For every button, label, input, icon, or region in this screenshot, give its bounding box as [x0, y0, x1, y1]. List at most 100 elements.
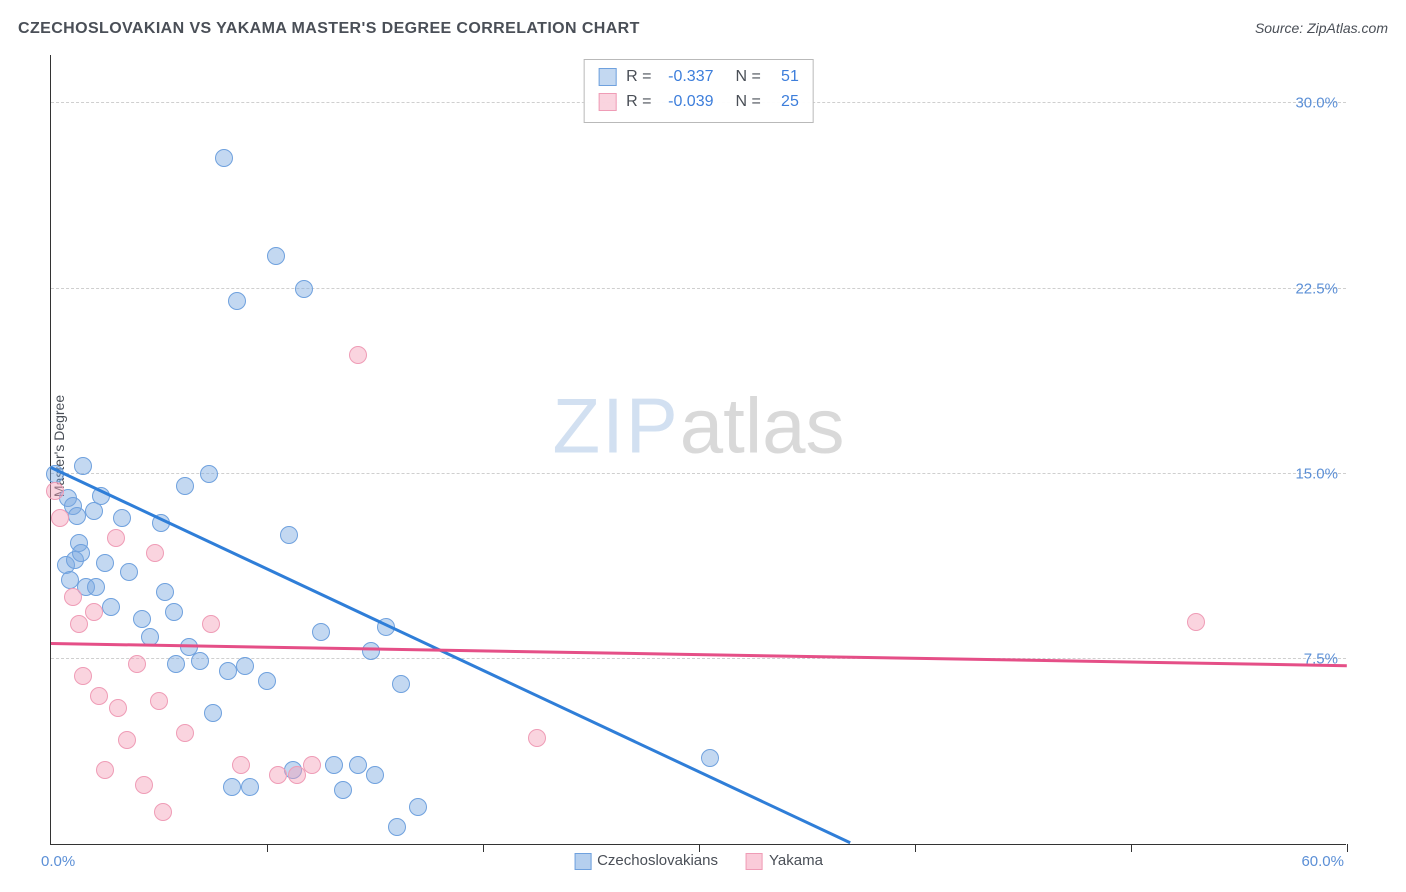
- n-label: N =: [736, 90, 761, 115]
- correlation-row: R = -0.337 N = 51: [598, 65, 799, 90]
- scatter-point: [46, 482, 64, 500]
- scatter-point: [388, 818, 406, 836]
- scatter-point: [118, 731, 136, 749]
- scatter-point: [202, 615, 220, 633]
- watermark-atlas: atlas: [680, 381, 845, 469]
- scatter-point: [109, 699, 127, 717]
- scatter-point: [280, 526, 298, 544]
- scatter-point: [165, 603, 183, 621]
- scatter-point: [228, 292, 246, 310]
- x-tick: [699, 844, 700, 852]
- scatter-point: [349, 756, 367, 774]
- legend-swatch: [574, 853, 591, 870]
- scatter-point: [156, 583, 174, 601]
- scatter-point: [295, 280, 313, 298]
- legend-item: Yakama: [746, 852, 823, 870]
- gridline: [51, 288, 1346, 289]
- legend-swatch: [598, 93, 616, 111]
- n-label: N =: [736, 65, 761, 90]
- scatter-point: [64, 588, 82, 606]
- scatter-point: [528, 729, 546, 747]
- source-attribution: Source: ZipAtlas.com: [1255, 20, 1388, 36]
- scatter-point: [128, 655, 146, 673]
- r-value: -0.039: [662, 90, 714, 115]
- n-value: 51: [771, 65, 799, 90]
- n-value: 25: [771, 90, 799, 115]
- scatter-point: [303, 756, 321, 774]
- y-tick-label: 22.5%: [1295, 280, 1338, 297]
- y-tick-label: 15.0%: [1295, 465, 1338, 482]
- legend-label: Czechoslovakians: [597, 852, 718, 869]
- scatter-point: [176, 477, 194, 495]
- scatter-point: [90, 687, 108, 705]
- scatter-point: [74, 457, 92, 475]
- scatter-point: [102, 598, 120, 616]
- scatter-point: [366, 766, 384, 784]
- watermark-zip: ZIP: [552, 381, 679, 469]
- scatter-point: [167, 655, 185, 673]
- scatter-plot: ZIPatlas 7.5%15.0%22.5%30.0%0.0%60.0%R =…: [50, 55, 1346, 845]
- x-tick: [915, 844, 916, 852]
- scatter-point: [135, 776, 153, 794]
- legend-swatch: [598, 68, 616, 86]
- r-label: R =: [626, 65, 651, 90]
- scatter-point: [51, 509, 69, 527]
- scatter-point: [154, 803, 172, 821]
- gridline: [51, 473, 1346, 474]
- scatter-point: [409, 798, 427, 816]
- watermark: ZIPatlas: [552, 380, 844, 471]
- legend-swatch: [746, 853, 763, 870]
- scatter-point: [362, 642, 380, 660]
- x-tick: [483, 844, 484, 852]
- scatter-point: [72, 544, 90, 562]
- correlation-row: R = -0.039 N = 25: [598, 90, 799, 115]
- scatter-point: [236, 657, 254, 675]
- chart-title: CZECHOSLOVAKIAN VS YAKAMA MASTER'S DEGRE…: [18, 20, 640, 38]
- scatter-point: [204, 704, 222, 722]
- scatter-point: [701, 749, 719, 767]
- correlation-legend: R = -0.337 N = 51 R = -0.039 N = 25: [583, 59, 814, 123]
- scatter-point: [133, 610, 151, 628]
- legend-label: Yakama: [769, 852, 823, 869]
- scatter-point: [113, 509, 131, 527]
- scatter-point: [96, 761, 114, 779]
- scatter-point: [107, 529, 125, 547]
- scatter-point: [74, 667, 92, 685]
- scatter-point: [150, 692, 168, 710]
- scatter-point: [258, 672, 276, 690]
- scatter-point: [325, 756, 343, 774]
- scatter-point: [223, 778, 241, 796]
- scatter-point: [219, 662, 237, 680]
- scatter-point: [70, 615, 88, 633]
- x-max-label: 60.0%: [1301, 853, 1344, 870]
- series-legend: Czechoslovakians Yakama: [574, 852, 823, 870]
- scatter-point: [191, 652, 209, 670]
- r-value: -0.337: [662, 65, 714, 90]
- scatter-point: [232, 756, 250, 774]
- scatter-point: [68, 507, 86, 525]
- scatter-point: [267, 247, 285, 265]
- y-tick-label: 30.0%: [1295, 95, 1338, 112]
- scatter-point: [241, 778, 259, 796]
- scatter-point: [120, 563, 138, 581]
- scatter-point: [176, 724, 194, 742]
- scatter-point: [146, 544, 164, 562]
- scatter-point: [349, 346, 367, 364]
- scatter-point: [392, 675, 410, 693]
- scatter-point: [312, 623, 330, 641]
- legend-item: Czechoslovakians: [574, 852, 718, 870]
- scatter-point: [1187, 613, 1205, 631]
- x-origin-label: 0.0%: [41, 853, 75, 870]
- x-tick: [1131, 844, 1132, 852]
- scatter-point: [334, 781, 352, 799]
- scatter-point: [87, 578, 105, 596]
- scatter-point: [96, 554, 114, 572]
- chart-header: CZECHOSLOVAKIAN VS YAKAMA MASTER'S DEGRE…: [18, 20, 1388, 38]
- r-label: R =: [626, 90, 651, 115]
- scatter-point: [215, 149, 233, 167]
- x-tick: [267, 844, 268, 852]
- scatter-point: [200, 465, 218, 483]
- x-tick: [1347, 844, 1348, 852]
- scatter-point: [85, 603, 103, 621]
- scatter-point: [269, 766, 287, 784]
